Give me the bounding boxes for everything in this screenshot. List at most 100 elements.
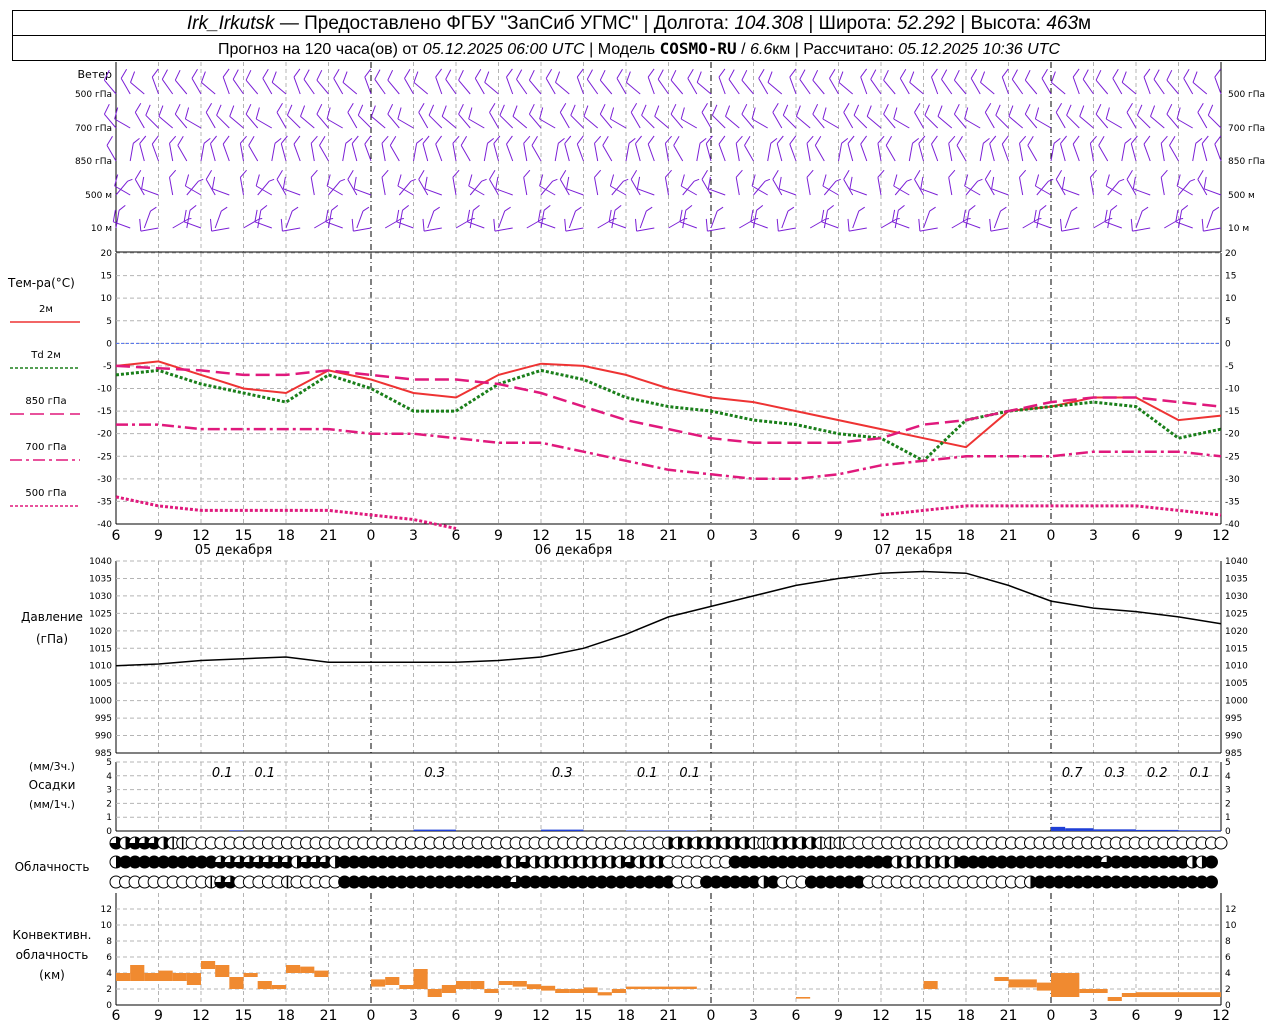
wind-barb (1019, 135, 1027, 162)
wind-barb (134, 170, 145, 196)
wind-barb (920, 176, 938, 196)
wind-barb (630, 170, 641, 196)
y-tick-label-left: 0 (106, 827, 112, 837)
wind-barb (611, 205, 622, 229)
convective-bar (286, 965, 301, 973)
conv-unit: (км) (39, 968, 65, 982)
precip-bar (229, 830, 244, 831)
wind-barb (1027, 136, 1038, 162)
wind-barb (397, 107, 414, 129)
pressure-panel: 1040 1040 1035 1035 1030 1030 1025 1025 1020 1020… (21, 557, 1248, 759)
wind-barb (948, 169, 956, 196)
wind-barb (370, 105, 386, 129)
cloud-symbol (1214, 836, 1228, 850)
wind-barb (687, 69, 698, 95)
cloud-symbol-mark (1100, 856, 1113, 868)
alt-value: 463 (1046, 13, 1079, 34)
wind-barb (1055, 103, 1066, 129)
wind-barb (1126, 103, 1137, 129)
x-tick-label: 18 (617, 528, 635, 544)
wind-barb (635, 135, 642, 162)
wind-barb (860, 135, 868, 162)
wind-barb (956, 136, 967, 162)
wind-barb (893, 174, 910, 196)
convective-bar (470, 981, 485, 989)
wind-barb (962, 209, 981, 229)
y-tick-label-left: 4 (106, 772, 112, 782)
wind-barb (539, 174, 556, 196)
precip-bar (1051, 826, 1066, 831)
temperature-panel: 20 20 15 15 10 10 5 5 0 0 -5 -5 -10 -10 -15 -15 -20 -20 -2… (7, 249, 1240, 558)
precip-value-label: 0.1 (1189, 766, 1210, 781)
cloud-title: Облачность (15, 860, 90, 874)
forecast-label: Прогноз на 120 часа(ов) от (217, 41, 419, 58)
cloud-symbol-mark (252, 856, 265, 868)
wind-barb (257, 178, 275, 196)
wind-barb (602, 136, 613, 162)
lon-value: 104.308 (734, 13, 804, 34)
wind-barb (353, 176, 372, 196)
x-tick-label: 15 (915, 1008, 933, 1024)
wind-barb (1130, 135, 1138, 162)
wind-barb (276, 170, 287, 196)
wind-barb (860, 68, 868, 95)
wind-barb (705, 218, 726, 232)
x-tick-label: 3 (409, 528, 418, 544)
y-tick-label-left: 5 (106, 317, 112, 327)
wind-barb (778, 176, 797, 196)
wind-barb (657, 69, 669, 95)
wind-barb (970, 69, 981, 95)
wind-barb (347, 170, 358, 196)
alt-unit: м (1078, 13, 1092, 34)
series-line-t850 (115, 364, 1222, 444)
wind-barb (908, 138, 920, 162)
wind-barb (1176, 174, 1193, 196)
cloud-symbol-mark (148, 837, 161, 849)
convective-bar (526, 984, 541, 989)
y-tick-label-right: -15 (1225, 407, 1240, 417)
wind-barb (466, 209, 485, 229)
cloud-symbol (1204, 855, 1218, 869)
wind-barb (823, 178, 841, 196)
wind-barb (570, 104, 584, 129)
wind-barb (979, 138, 990, 162)
wind-barb (894, 178, 912, 196)
y-tick-label-left: 1040 (89, 557, 112, 567)
wind-barb (576, 68, 584, 95)
wind-barb (1079, 105, 1094, 129)
wind-barb (404, 69, 414, 95)
x-tick-label: 12 (1212, 1008, 1230, 1024)
y-tick-label-left: 3 (106, 786, 112, 796)
wind-barb (398, 178, 416, 196)
series-line-td2m (115, 368, 1222, 463)
pressure-title: Давление (21, 610, 83, 624)
wind-barb (1082, 69, 1094, 95)
wind-barb (718, 135, 726, 162)
wind-barb (680, 174, 698, 196)
wind-barb (718, 68, 726, 95)
precip-bar (1136, 829, 1179, 831)
wind-barb (1036, 205, 1047, 229)
wind-barb (398, 205, 410, 229)
y-tick-label-left: 2 (106, 985, 112, 995)
wind-barb (216, 104, 230, 129)
wind-barb (594, 135, 602, 162)
wind-barb (1169, 136, 1179, 162)
y-tick-label-right: 1015 (1225, 644, 1248, 654)
wind-barb (418, 103, 429, 129)
wind-barb (1024, 103, 1038, 129)
wind-barb (931, 135, 939, 162)
y-tick-label-left: 1030 (89, 592, 112, 602)
wind-barb (293, 68, 301, 95)
wind-barb (885, 136, 896, 162)
wind-barb (847, 135, 855, 162)
y-tick-label-left: 6 (106, 953, 112, 963)
wind-barb (823, 205, 835, 229)
model-res: 6.6 (749, 41, 773, 58)
x-tick-label: 6 (112, 1008, 121, 1024)
x-tick-label: 3 (749, 1008, 758, 1024)
wind-barb (139, 135, 147, 162)
wind-barb (387, 69, 400, 95)
wind-barb (1011, 69, 1024, 95)
